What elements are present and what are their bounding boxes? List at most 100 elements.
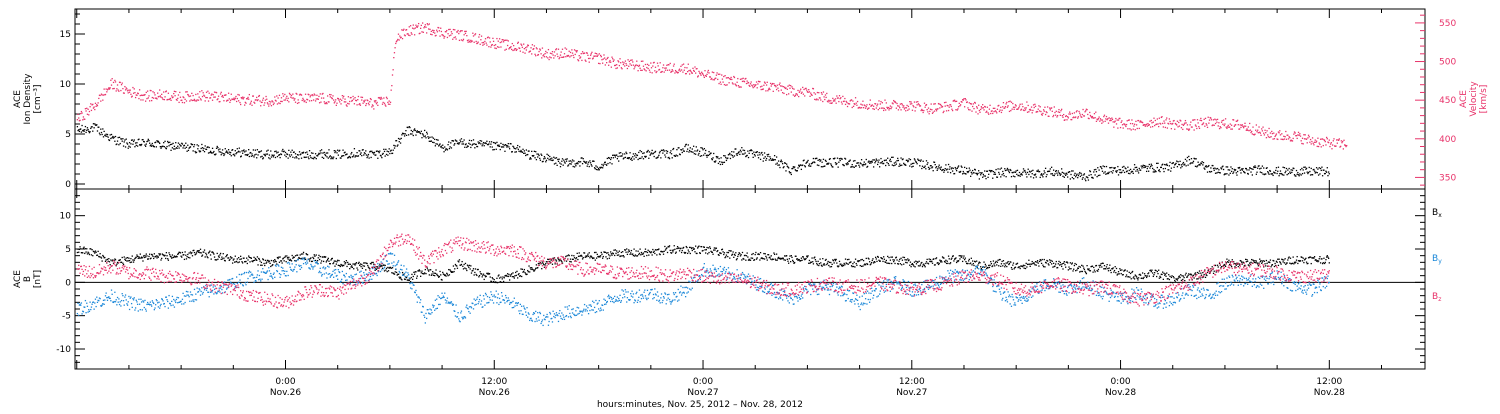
data-point: [158, 257, 159, 258]
data-point: [1035, 174, 1036, 175]
data-point: [1297, 134, 1298, 135]
data-point: [381, 97, 382, 98]
data-point: [1082, 114, 1083, 115]
data-point: [292, 150, 293, 151]
data-point: [395, 271, 396, 272]
data-point: [122, 263, 123, 264]
data-point: [718, 158, 719, 159]
data-point: [737, 256, 738, 257]
data-point: [930, 109, 931, 110]
data-point: [270, 101, 271, 102]
data-point: [950, 104, 951, 105]
data-point: [743, 259, 744, 260]
data-point: [250, 152, 251, 153]
data-point: [792, 168, 793, 169]
data-point: [288, 101, 289, 102]
data-point: [1296, 170, 1297, 171]
data-point: [1208, 122, 1209, 123]
data-point: [392, 153, 393, 154]
data-point: [507, 45, 508, 46]
data-point: [352, 156, 353, 157]
data-point: [282, 149, 283, 150]
data-point: [1015, 172, 1016, 173]
data-point: [676, 149, 677, 150]
data-point: [1240, 124, 1241, 125]
data-point: [166, 90, 167, 91]
data-point: [451, 147, 452, 148]
data-point: [766, 257, 767, 258]
data-point: [463, 264, 464, 265]
data-point: [227, 153, 228, 154]
data-point: [712, 71, 713, 72]
data-point: [367, 155, 368, 156]
data-point: [945, 164, 946, 165]
data-point: [862, 165, 863, 166]
data-point: [988, 174, 989, 175]
data-point: [330, 263, 331, 264]
data-point: [571, 161, 572, 162]
data-point: [1185, 120, 1186, 121]
data-point: [292, 97, 293, 98]
data-point: [176, 256, 177, 257]
data-point: [299, 258, 300, 259]
data-point: [536, 264, 537, 265]
data-point: [913, 163, 914, 164]
data-point: [997, 168, 998, 169]
data-point: [464, 31, 465, 32]
data-point: [1170, 170, 1171, 171]
data-point: [307, 254, 308, 255]
data-point: [261, 102, 262, 103]
data-point: [903, 105, 904, 106]
data-point: [784, 87, 785, 88]
data-point: [512, 50, 513, 51]
data-point: [368, 154, 369, 155]
data-point: [880, 103, 881, 104]
data-point: [333, 262, 334, 263]
data-point: [411, 133, 412, 134]
data-point: [591, 165, 592, 166]
data-point: [899, 107, 900, 108]
data-point: [136, 256, 137, 257]
data-point: [912, 163, 913, 164]
data-point: [1270, 171, 1271, 172]
data-point: [621, 155, 622, 156]
data-point: [488, 36, 489, 37]
data-point: [706, 155, 707, 156]
data-point: [1113, 170, 1114, 171]
data-point: [288, 257, 289, 258]
data-point: [742, 252, 743, 253]
data-point: [207, 146, 208, 147]
data-point: [1168, 123, 1169, 124]
data-point: [817, 261, 818, 262]
data-point: [161, 94, 162, 95]
data-point: [633, 65, 634, 66]
data-point: [396, 40, 397, 41]
data-point: [561, 57, 562, 58]
data-point: [933, 112, 934, 113]
data-point: [344, 99, 345, 100]
data-point: [470, 144, 471, 145]
data-point: [237, 258, 238, 259]
data-point: [168, 142, 169, 143]
data-point: [971, 173, 972, 174]
data-point: [1260, 168, 1261, 169]
data-point: [710, 153, 711, 154]
data-point: [1286, 174, 1287, 175]
data-point: [559, 159, 560, 160]
data-point: [144, 144, 145, 145]
data-point: [471, 140, 472, 141]
data-point: [392, 74, 393, 75]
data-point: [914, 159, 915, 160]
data-point: [709, 154, 710, 155]
data-point: [134, 92, 135, 93]
data-point: [718, 163, 719, 164]
data-point: [188, 96, 189, 97]
data-point: [1032, 110, 1033, 111]
data-point: [495, 143, 496, 144]
data-point: [526, 274, 527, 275]
data-point: [275, 100, 276, 101]
data-point: [718, 255, 719, 256]
data-point: [360, 154, 361, 155]
data-point: [913, 106, 914, 107]
data-point: [209, 251, 210, 252]
